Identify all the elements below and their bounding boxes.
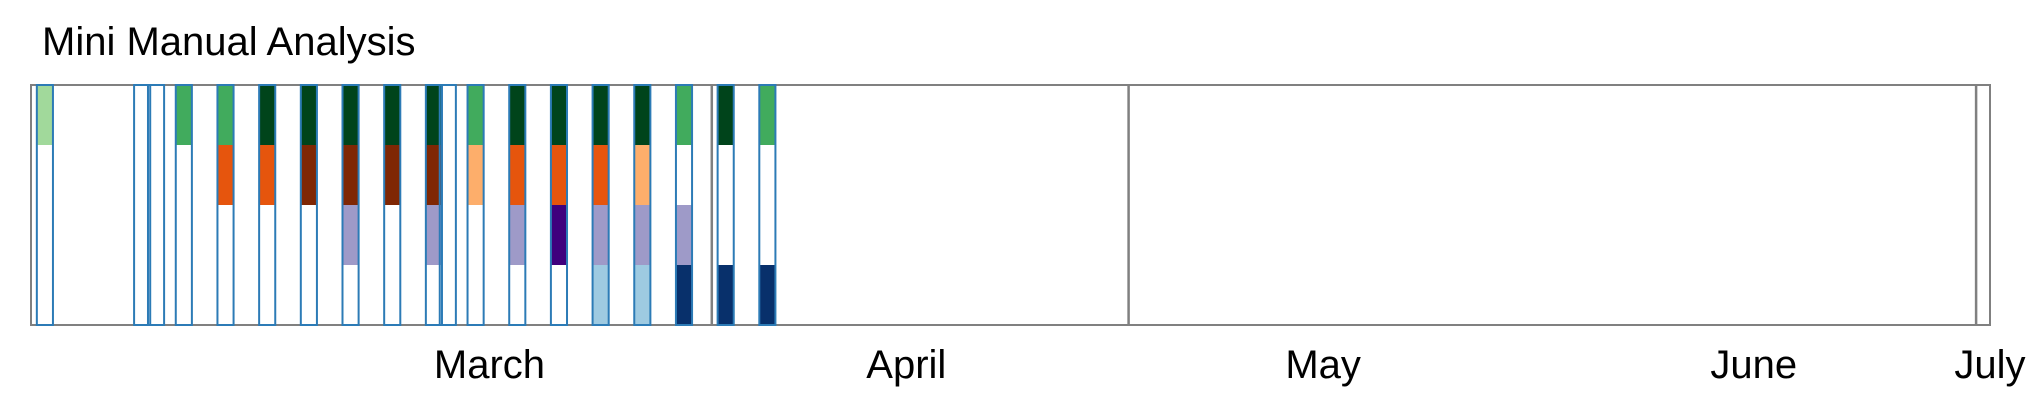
column-outline [549, 84, 569, 326]
column-outline [438, 84, 457, 326]
heatmap-cell [342, 145, 359, 205]
heatmap-cell [259, 85, 276, 145]
heatmap-cell [634, 265, 651, 325]
heatmap-cell [759, 265, 776, 325]
heatmap-cell [592, 205, 609, 265]
heatmap-cell [342, 205, 359, 265]
heatmap-cell [675, 205, 693, 265]
column-outline [758, 84, 777, 326]
column-outline [508, 84, 527, 326]
heatmap-cell [175, 85, 192, 145]
column-outline [146, 84, 166, 326]
heatmap-cell [384, 145, 401, 205]
heatmap-cell [342, 85, 359, 145]
heatmap-cell [675, 265, 693, 325]
column-outline [466, 84, 485, 326]
heatmap-cell [425, 145, 442, 205]
heatmap-cell [384, 85, 401, 145]
column-outline [633, 84, 652, 326]
heatmap-cell [717, 265, 734, 325]
heatmap-cell [509, 145, 526, 205]
heatmap-cell [634, 85, 651, 145]
column-outline [174, 84, 193, 326]
heatmap-cell [217, 145, 234, 205]
column-outline [591, 84, 610, 326]
column-outline [341, 84, 360, 326]
x-tick-label: May [1285, 343, 1361, 387]
column-outline [716, 84, 735, 326]
x-tick-label: April [866, 343, 946, 387]
column-outline [383, 84, 402, 326]
plot-area [30, 84, 1991, 326]
chart-title: Mini Manual Analysis [42, 20, 416, 64]
heatmap-cell [634, 145, 651, 205]
heatmap-cell [467, 145, 484, 205]
heatmap-cell [425, 205, 442, 265]
heatmap-cell [467, 85, 484, 145]
column-outline [299, 84, 318, 326]
heatmap-cell [259, 145, 276, 205]
heatmap-cell [592, 265, 609, 325]
heatmap-cell [550, 85, 568, 145]
heatmap-cell [509, 205, 526, 265]
column-outline [216, 84, 235, 326]
x-tick-label: June [1710, 343, 1797, 387]
x-tick-label: March [434, 343, 545, 387]
column-outline [258, 84, 277, 326]
heatmap-cell [675, 85, 693, 145]
column-outline [424, 84, 443, 326]
heatmap-cell [550, 145, 568, 205]
heatmap-cell [217, 85, 234, 145]
column-outline [133, 84, 152, 326]
heatmap-cell [300, 145, 317, 205]
heatmap-cell [759, 85, 776, 145]
heatmap-cell [634, 205, 651, 265]
column-outline [35, 84, 54, 326]
heatmap-cell [717, 85, 734, 145]
heatmap-cell [509, 85, 526, 145]
x-tick-label: July [1954, 343, 2025, 387]
heatmap-cell [550, 205, 568, 265]
heatmap-cell [592, 85, 609, 145]
heatmap-cell [592, 145, 609, 205]
column-outline [674, 84, 694, 326]
heatmap-cell [36, 85, 53, 145]
heatmap-cell [300, 85, 317, 145]
heatmap-cell [425, 85, 442, 145]
